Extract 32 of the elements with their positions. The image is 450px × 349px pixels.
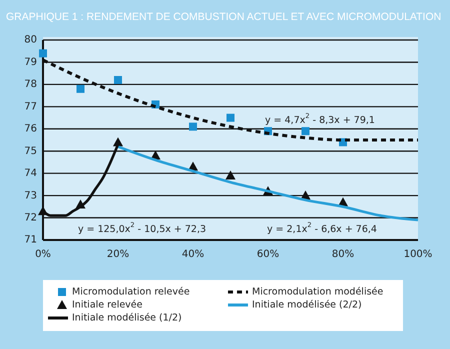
- x-tick-label: 100%: [404, 249, 432, 260]
- y-tick-label: 79: [24, 56, 37, 68]
- legend-label: Micromodulation relevée: [72, 286, 190, 298]
- y-tick-label: 78: [24, 79, 37, 90]
- point: [226, 114, 234, 122]
- x-tick-label: 0%: [35, 249, 51, 260]
- x-tick-label: 60%: [256, 249, 280, 260]
- y-tick-label: 76: [24, 124, 37, 135]
- point: [114, 76, 122, 84]
- chart-title: GRAPHIQUE 1 : RENDEMENT DE COMBUSTION ACTUEL ET AVEC MICROMODULATION: [6, 11, 442, 23]
- y-tick-label: 77: [24, 101, 37, 112]
- point: [76, 84, 84, 93]
- y-tick-label: 80: [24, 34, 37, 46]
- annotation: y = 125,0x$^{2}$ - 10,5x + 72,3: [78, 220, 206, 235]
- point: [189, 122, 197, 131]
- x-tick-label: 20%: [106, 249, 130, 260]
- point: [302, 127, 310, 136]
- legend-label: Initiale modélisée (2/2): [252, 300, 362, 311]
- point: [39, 49, 47, 58]
- annotation: y = 4,7x$^{2}$ - 8,3x + 79,1: [265, 112, 375, 126]
- legend-label: Micromodulation modélisée: [252, 286, 384, 298]
- x-tick-label: 80%: [332, 249, 354, 260]
- y-tick-label: 74: [24, 168, 37, 180]
- annotation: y = 2,1x$^{2}$ - 6,6x + 76,4: [267, 220, 377, 235]
- x-tick-label: 40%: [182, 249, 204, 260]
- y-tick-label: 72: [24, 212, 37, 224]
- y-tick-label: 75: [24, 146, 37, 157]
- legend-label: Initiale modélisée (1/2): [72, 312, 182, 324]
- point: [226, 170, 236, 180]
- legend-label: Initiale relevée: [72, 300, 143, 311]
- y-tick-label: 71: [24, 234, 37, 246]
- y-tick-label: 73: [24, 190, 37, 202]
